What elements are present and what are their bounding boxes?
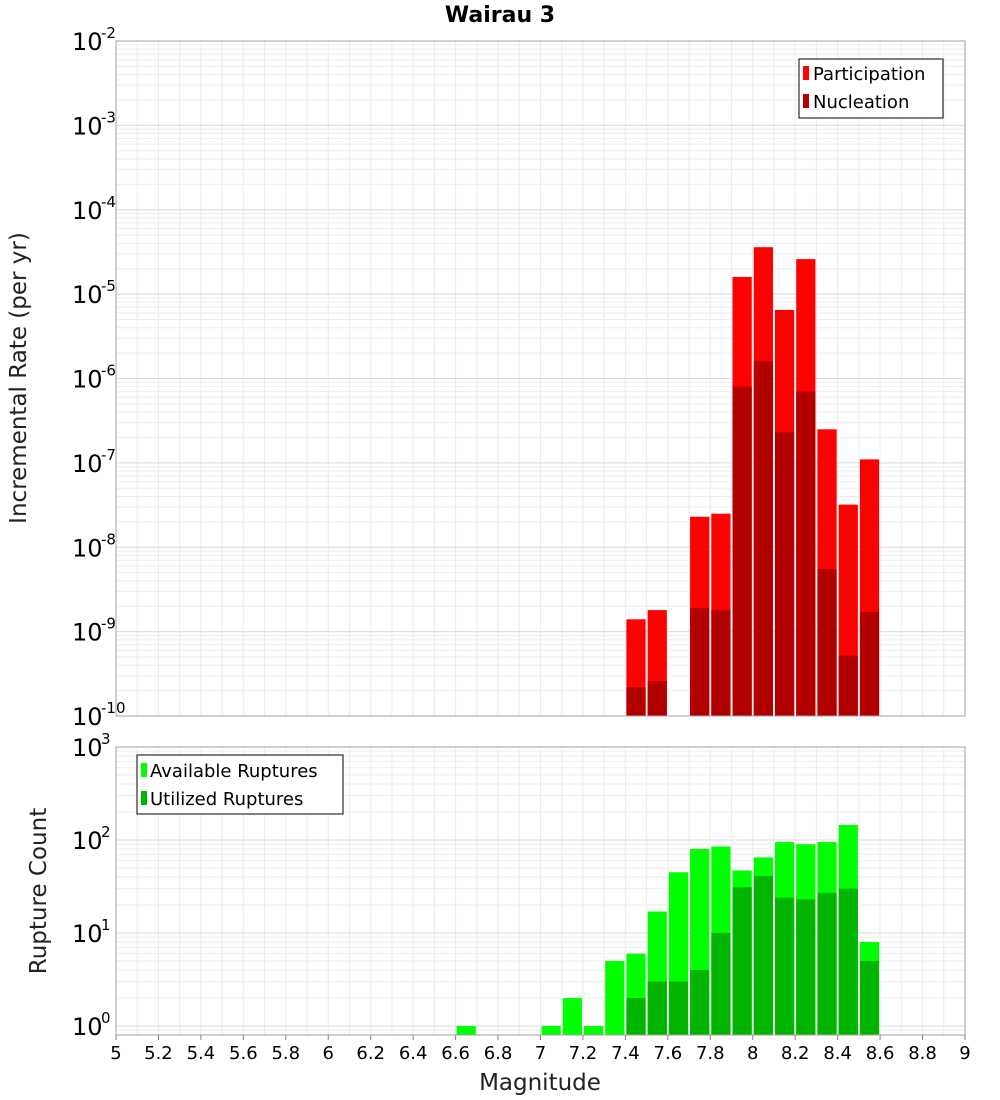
y-tick-base: 10 (72, 197, 103, 225)
x-tick-label: 5.8 (271, 1043, 300, 1064)
y-tick-exponent: -2 (101, 24, 116, 42)
x-tick-label: 6.2 (356, 1043, 385, 1064)
y-tick-base: 10 (72, 450, 103, 478)
bar-available-ruptures (605, 960, 625, 1035)
x-tick-label: 7 (535, 1043, 546, 1064)
legend-swatch-nucleation (803, 94, 809, 108)
y-tick-base: 10 (72, 112, 103, 140)
y-tick-base: 10 (72, 920, 103, 948)
legend-label-available-ruptures: Available Ruptures (150, 761, 318, 782)
bar-utilized-ruptures (753, 876, 773, 1035)
x-tick-label: 8.2 (781, 1043, 810, 1064)
bar-nucleation (626, 687, 646, 716)
top-y-axis-label: Incremental Rate (per yr) (6, 232, 32, 524)
x-tick-label: 8 (747, 1043, 758, 1064)
x-tick-label: 8.4 (823, 1043, 852, 1064)
bar-utilized-ruptures (690, 969, 710, 1035)
bar-nucleation (711, 610, 731, 716)
bar-nucleation (859, 612, 880, 716)
y-tick-base: 10 (72, 827, 103, 855)
x-tick-label: 6 (323, 1043, 334, 1064)
y-tick-exponent: -4 (101, 193, 116, 211)
y-tick-base: 10 (72, 281, 103, 309)
bar-utilized-ruptures (859, 960, 880, 1035)
x-tick-label: 8.8 (908, 1043, 937, 1064)
bottom-y-axis-label: Rupture Count (26, 808, 52, 974)
x-tick-label: 9 (959, 1043, 970, 1064)
legend-swatch-participation (803, 66, 809, 80)
bar-available-ruptures (562, 997, 582, 1035)
bar-nucleation (774, 432, 795, 716)
x-tick-label: 7.4 (611, 1043, 640, 1064)
y-tick-base: 10 (72, 1013, 103, 1041)
y-tick-exponent: -3 (101, 108, 116, 126)
chart-title: Wairau 3 (445, 3, 555, 28)
x-tick-label: 5.2 (144, 1043, 173, 1064)
x-tick-label: 5.6 (229, 1043, 258, 1064)
y-tick-exponent: 3 (101, 730, 111, 748)
legend-label-participation: Participation (813, 64, 925, 85)
legend-label-utilized-ruptures: Utilized Ruptures (150, 789, 303, 810)
x-axis-label: Magnitude (479, 1070, 601, 1096)
x-tick-label: 5 (110, 1043, 121, 1064)
rupture-count-bars (456, 824, 880, 1035)
y-tick-exponent: -6 (101, 362, 116, 380)
x-tick-label: 7.8 (696, 1043, 725, 1064)
x-tick-label: 6.4 (399, 1043, 428, 1064)
bar-utilized-ruptures (817, 892, 837, 1035)
bottom-legend: Available Ruptures Utilized Ruptures (136, 754, 344, 815)
bar-nucleation (838, 655, 858, 716)
y-tick-exponent: -7 (101, 446, 116, 464)
y-tick-exponent: -8 (101, 530, 116, 548)
bar-nucleation (753, 361, 773, 716)
bar-available-ruptures (456, 1025, 476, 1035)
y-tick-exponent: 1 (101, 916, 111, 934)
x-tick-label: 6.8 (484, 1043, 513, 1064)
legend-swatch-utilized-ruptures (141, 791, 147, 805)
y-tick-exponent: 0 (101, 1009, 111, 1027)
top-plot-frame (115, 40, 966, 717)
bar-nucleation (817, 569, 837, 716)
bar-utilized-ruptures (626, 997, 646, 1035)
y-tick-base: 10 (72, 534, 103, 562)
bar-nucleation (647, 680, 667, 716)
legend-label-nucleation: Nucleation (813, 92, 909, 113)
rate-bars (626, 247, 880, 716)
bar-available-ruptures (583, 1025, 604, 1035)
y-tick-exponent: -10 (101, 699, 126, 717)
x-tick-label: 7.6 (654, 1043, 683, 1064)
bottom-legend-box (136, 754, 344, 815)
bar-utilized-ruptures (732, 887, 752, 1035)
bar-nucleation (796, 391, 816, 716)
y-tick-base: 10 (72, 619, 103, 647)
y-tick-base: 10 (72, 734, 103, 762)
top-legend-box (798, 58, 944, 119)
bar-available-ruptures (541, 1025, 561, 1035)
y-tick-base: 10 (72, 28, 103, 56)
x-tick-label: 6.6 (441, 1043, 470, 1064)
x-tick-labels: 5 5.2 5.4 5.6 5.8 6 6.2 6.4 6.6 6.8 7 7.2 7.4 7.6 7.8 8… (110, 1035, 971, 1064)
top-legend: Participation Nucleation (798, 58, 944, 119)
x-tick-label: 8.6 (866, 1043, 895, 1064)
y-tick-base: 10 (72, 703, 103, 731)
y-tick-exponent: 2 (101, 823, 111, 841)
y-tick-exponent: -5 (101, 277, 116, 295)
bar-utilized-ruptures (838, 888, 858, 1035)
bar-nucleation (732, 386, 752, 716)
bar-utilized-ruptures (668, 981, 689, 1035)
top-plot-grid (115, 41, 966, 717)
y-tick-base: 10 (72, 366, 103, 394)
y-tick-exponent: -9 (101, 615, 116, 633)
x-tick-label: 7.2 (569, 1043, 598, 1064)
legend-swatch-available-ruptures (141, 763, 147, 777)
bar-utilized-ruptures (711, 932, 731, 1035)
bar-utilized-ruptures (647, 981, 667, 1035)
x-tick-label: 5.4 (187, 1043, 216, 1064)
bar-utilized-ruptures (774, 897, 795, 1035)
bar-nucleation (690, 608, 710, 716)
bar-utilized-ruptures (796, 899, 816, 1035)
